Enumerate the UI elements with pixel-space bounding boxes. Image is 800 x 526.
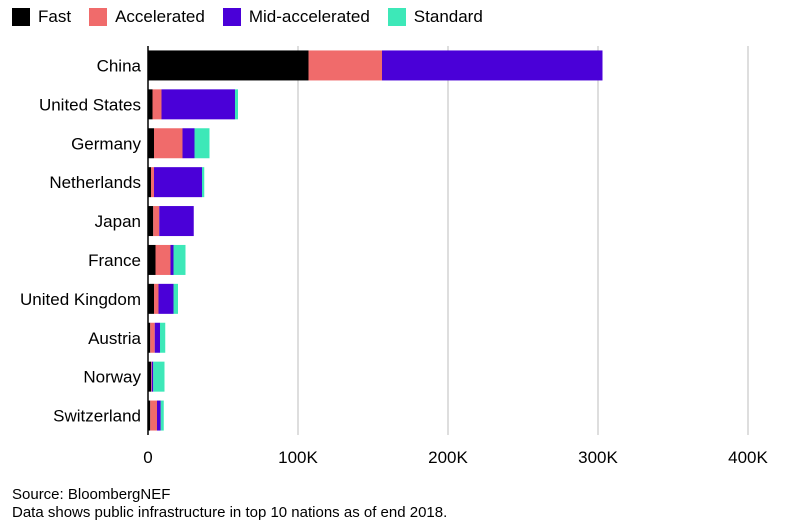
bar-segment (148, 206, 154, 237)
bar-segment (161, 89, 235, 120)
bar-segment (148, 128, 154, 159)
bar-segment (151, 361, 154, 392)
legend-item: Mid-accelerated (222, 7, 370, 27)
bar-segment (148, 167, 151, 198)
x-tick-label: 100K (278, 448, 318, 467)
category-label: China (97, 56, 142, 75)
bar-segment (148, 244, 156, 275)
bar-segment (148, 361, 151, 392)
data-description-line: Data shows public infrastructure in top … (12, 504, 448, 521)
bar-segment (152, 89, 162, 120)
bar-segment (151, 167, 154, 198)
bar-segment (153, 361, 165, 392)
x-tick-label: 300K (578, 448, 618, 467)
legend-label: Fast (38, 7, 72, 26)
bar-segment (235, 89, 238, 120)
legend-swatch (12, 8, 30, 26)
bar-segment (150, 400, 157, 431)
category-label: Netherlands (49, 173, 141, 192)
legend-swatch (89, 8, 108, 26)
bar-segment (308, 50, 382, 81)
bar-segment (148, 50, 309, 81)
category-label: United Kingdom (20, 290, 141, 309)
category-label: Norway (83, 368, 141, 387)
bar-segment (151, 361, 152, 392)
category-label: Japan (95, 212, 141, 231)
bar-segment (148, 400, 151, 431)
legend-swatch (387, 8, 406, 26)
bar-segment (154, 283, 159, 314)
source-line: Source: BloombergNEF (12, 486, 171, 503)
category-label: Germany (71, 134, 141, 153)
bar-segment (170, 244, 174, 275)
bar-segment (153, 206, 160, 237)
chart-legend: Fast Accelerated Mid-accelerated Standard (12, 6, 501, 28)
x-tick-label: 400K (728, 448, 768, 467)
bar-segment (194, 128, 210, 159)
category-label: United States (39, 95, 141, 114)
bar-segment (155, 244, 171, 275)
legend-label: Mid-accelerated (248, 7, 370, 26)
source-note: Source: BloombergNEF Data shows public i… (12, 486, 447, 522)
bar-segment (154, 128, 183, 159)
bar-segment (157, 400, 161, 431)
legend-item: Fast (12, 7, 71, 27)
bar-segment (182, 128, 195, 159)
bar-segment (173, 283, 178, 314)
bar-segment (160, 322, 166, 353)
bar-segment (154, 322, 160, 353)
legend-item: Accelerated (89, 7, 205, 27)
bar-segment (154, 167, 202, 198)
bar-segment (202, 167, 205, 198)
bar-segment (148, 89, 153, 120)
category-label: Austria (88, 329, 141, 348)
bar-segment (150, 322, 155, 353)
stacked-bar-chart: 0 100K 200K 300K 400K China United States Germa… (20, 46, 769, 467)
bar-segment (159, 206, 194, 237)
legend-label: Accelerated (115, 7, 205, 26)
bar-segment (158, 283, 174, 314)
bar-segment (148, 322, 151, 353)
legend-swatch (222, 8, 241, 26)
legend-label: Standard (413, 7, 483, 26)
x-tick-label: 0 (143, 448, 152, 467)
legend-item: Standard (387, 7, 483, 27)
x-tick-label: 200K (428, 448, 468, 467)
category-label: Switzerland (53, 407, 141, 426)
bar-segment (160, 400, 164, 431)
category-label: France (88, 251, 141, 270)
bar-segment (382, 50, 603, 81)
bar-segment (148, 283, 154, 314)
bar-segment (173, 244, 186, 275)
